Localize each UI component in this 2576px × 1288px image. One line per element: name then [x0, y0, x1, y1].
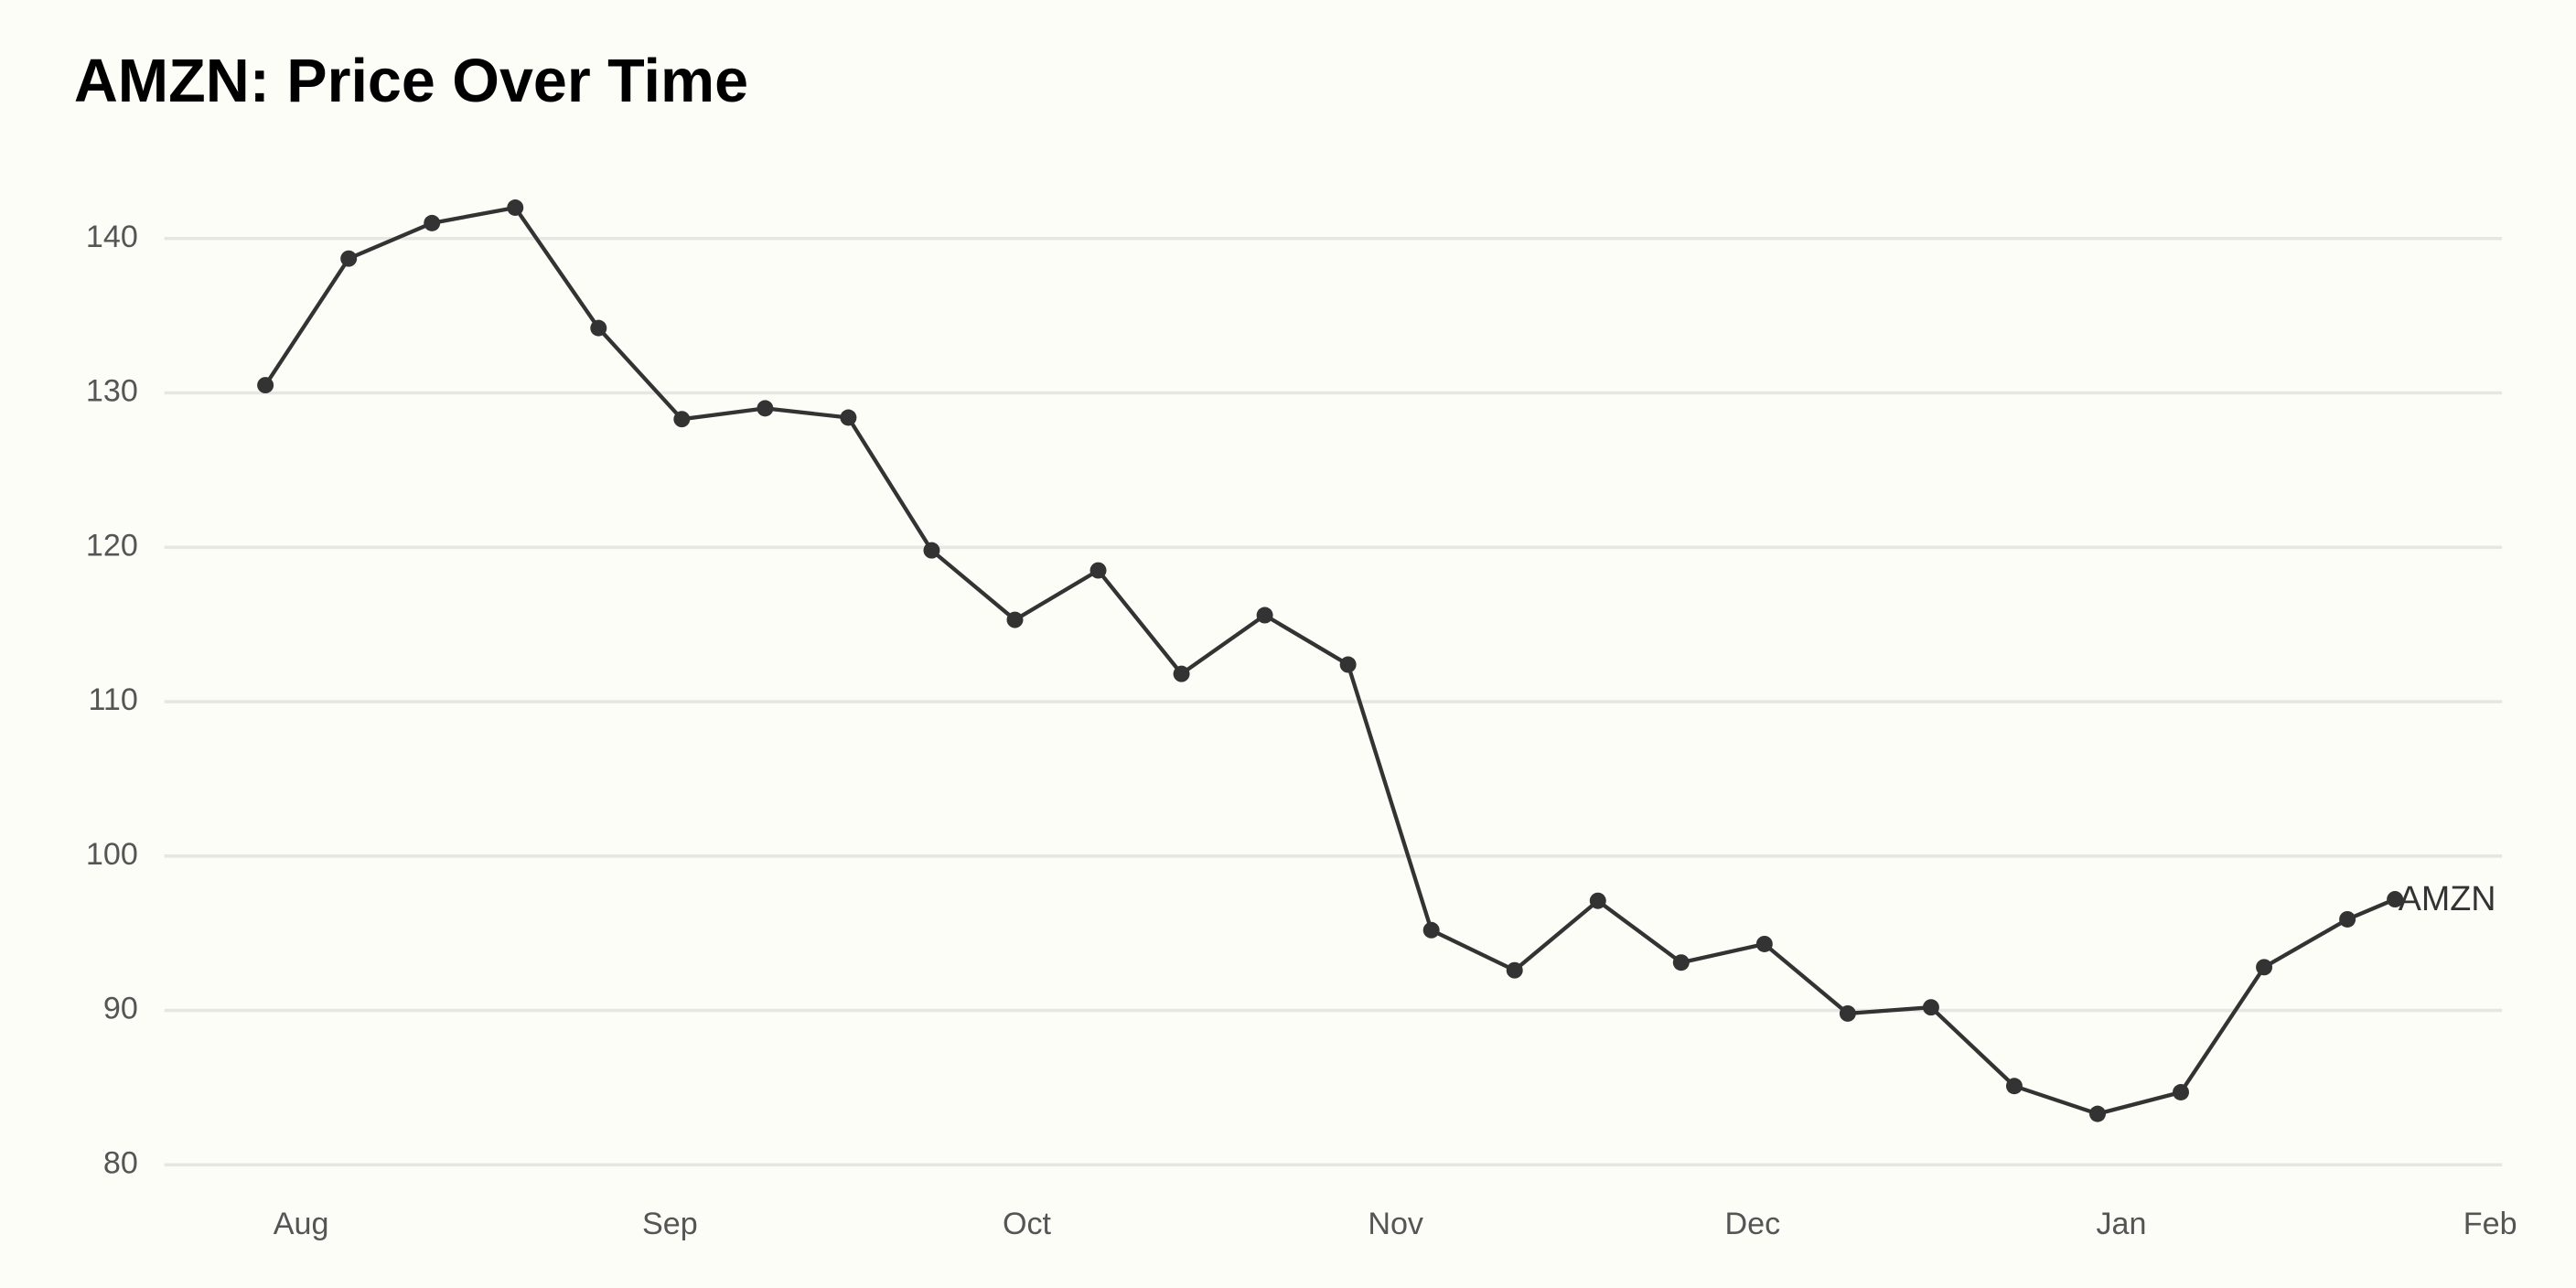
- point: [923, 542, 940, 559]
- point: [1006, 611, 1024, 628]
- point: [590, 319, 607, 337]
- point: [2173, 1084, 2190, 1100]
- point: [673, 411, 691, 428]
- point: [1339, 656, 1357, 673]
- point: [2089, 1105, 2106, 1122]
- point: [1922, 999, 1939, 1016]
- point: [1089, 562, 1107, 579]
- point: [2005, 1078, 2023, 1095]
- y-tick-label: 130: [86, 374, 138, 409]
- x-tick-label: Oct: [1003, 1207, 1052, 1241]
- point: [2387, 891, 2404, 908]
- point: [840, 409, 857, 426]
- point: [424, 214, 441, 231]
- y-tick-label: 120: [86, 528, 138, 563]
- point: [1839, 1004, 1856, 1022]
- x-tick-label: Jan: [2097, 1207, 2147, 1241]
- x-tick-label: Sep: [642, 1207, 698, 1241]
- point: [1506, 961, 1523, 979]
- x-tick-label: Dec: [1724, 1207, 1780, 1241]
- point: [1755, 936, 1773, 952]
- x-tick-label: Nov: [1368, 1207, 1423, 1241]
- series-label: AMZN: [2399, 879, 2496, 918]
- y-tick-label: 80: [103, 1145, 138, 1180]
- y-tick-label: 110: [88, 682, 137, 717]
- x-tick-label: Feb: [2463, 1207, 2517, 1241]
- y-tick-label: 90: [103, 992, 138, 1026]
- point: [507, 199, 524, 216]
- point: [1256, 606, 1273, 624]
- y-tick-label: 100: [86, 837, 138, 872]
- chart-title: AMZN: Price Over Time: [74, 48, 748, 115]
- point: [1589, 892, 1606, 909]
- y-tick-label: 140: [86, 220, 138, 254]
- point: [340, 250, 358, 267]
- point: [257, 377, 274, 394]
- point: [2256, 959, 2273, 976]
- point: [1672, 954, 1690, 971]
- point: [1173, 665, 1190, 682]
- point: [757, 400, 774, 417]
- point: [2339, 910, 2356, 928]
- x-tick-label: Aug: [274, 1207, 329, 1241]
- point: [1422, 921, 1440, 939]
